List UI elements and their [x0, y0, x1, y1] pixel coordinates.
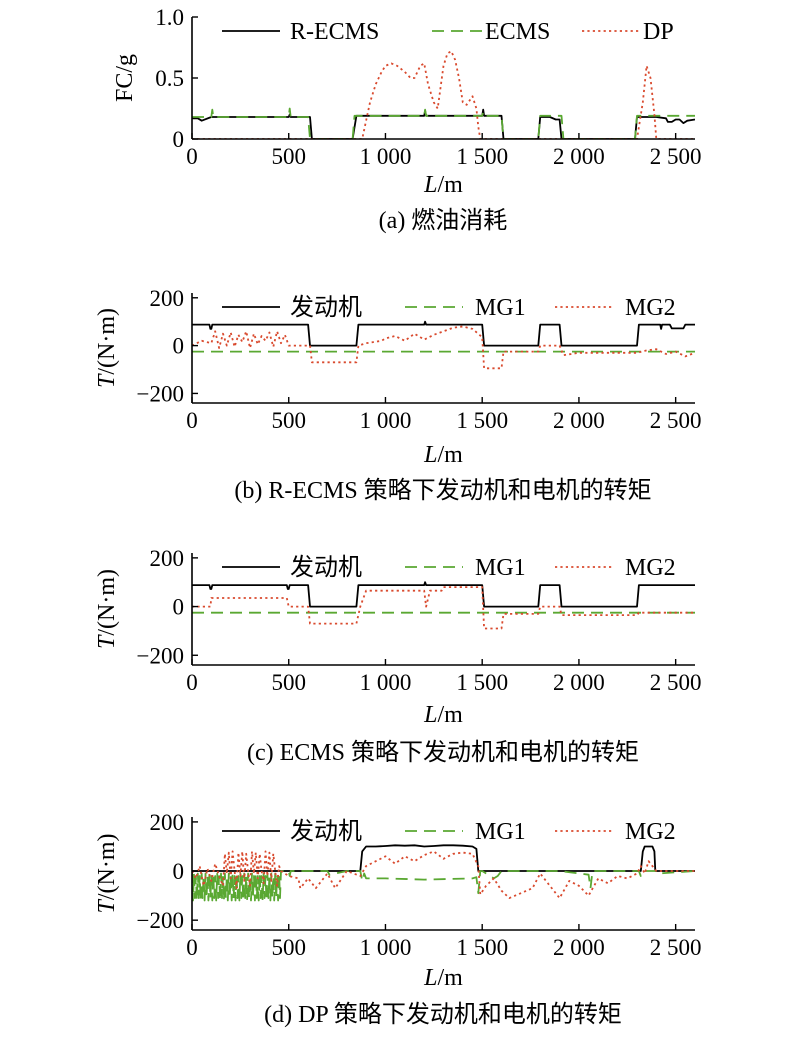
- x-tick-label: 500: [271, 935, 306, 960]
- x-axis-label: L/m: [423, 702, 463, 728]
- x-tick-label: 1 000: [360, 408, 412, 433]
- legend-label-2: ECMS: [485, 19, 550, 45]
- y-tick-label: 0: [173, 127, 185, 152]
- panel-caption: (b) R-ECMS 策略下发动机和电机的转矩: [234, 477, 651, 504]
- panel-caption: (a) 燃油消耗: [379, 207, 508, 234]
- series-line-3: [192, 850, 695, 899]
- series-line-2: [192, 870, 695, 902]
- legend-label-2: MG1: [475, 819, 526, 845]
- x-tick-label: 500: [271, 144, 306, 169]
- panel-caption: (c) ECMS 策略下发动机和电机的转矩: [247, 739, 639, 766]
- chart-panel-4: 0 500 1 000 1 500 2 000 2 5002000−200L/mT/(N·…: [94, 810, 702, 1028]
- legend-label-3: MG2: [625, 555, 676, 581]
- series-line-1: [192, 844, 695, 872]
- x-tick-label: 2 500: [650, 144, 702, 169]
- x-tick-label: 0: [186, 144, 198, 169]
- x-tick-label: 0: [186, 408, 198, 433]
- x-tick-label: 1 500: [456, 144, 508, 169]
- x-tick-label: 1 500: [456, 935, 508, 960]
- x-tick-label: 2 500: [650, 670, 702, 695]
- y-tick-label: −200: [137, 643, 184, 668]
- chart-panel-3: 0 500 1 000 1 500 2 000 2 5002000−200L/mT/(N·…: [94, 546, 702, 766]
- y-tick-label: −200: [137, 381, 184, 406]
- x-tick-label: 2 000: [553, 408, 605, 433]
- y-axis-label: T/(N·m): [94, 308, 120, 388]
- x-tick-label: 2 000: [553, 935, 605, 960]
- x-tick-label: 1 000: [360, 144, 412, 169]
- chart-panel-2: 0 500 1 000 1 500 2 000 2 5002000−200L/mT/(N·…: [94, 286, 702, 504]
- legend-label-3: DP: [643, 19, 674, 45]
- legend-label-3: MG2: [625, 819, 676, 845]
- series-line-3: [192, 586, 695, 630]
- x-tick-label: 500: [271, 408, 306, 433]
- x-tick-label: 2 000: [553, 144, 605, 169]
- x-tick-label: 2 500: [650, 408, 702, 433]
- series-line-1: [192, 108, 695, 139]
- legend-label-3: MG2: [625, 295, 676, 321]
- y-axis-label: T/(N·m): [94, 569, 120, 649]
- panel-caption: (d) DP 策略下发动机和电机的转矩: [264, 1001, 622, 1028]
- x-tick-label: 1 500: [456, 408, 508, 433]
- chart-panel-1: 0 500 1 000 1 500 2 000 2 500 0 0.5 1.0 L/m FC/g R-…: [112, 5, 702, 234]
- y-tick-label: 1.0: [155, 5, 184, 30]
- legend-label-1: 发动机: [290, 554, 362, 581]
- y-tick-label: −200: [137, 908, 184, 933]
- x-tick-label: 2 000: [553, 670, 605, 695]
- legend-label-1: 发动机: [290, 818, 362, 845]
- legend-label-2: MG1: [475, 295, 526, 321]
- x-axis-label: L/m: [423, 442, 463, 468]
- y-axis-label: FC/g: [112, 54, 138, 102]
- x-tick-label: 1 500: [456, 670, 508, 695]
- y-tick-label: 200: [150, 810, 185, 835]
- y-tick-label: 0: [173, 595, 185, 620]
- y-tick-label: 0: [173, 334, 185, 359]
- legend-label-1: 发动机: [290, 294, 362, 321]
- x-axis-label: L/m: [423, 172, 463, 198]
- series-line-1: [192, 581, 695, 608]
- x-axis-label: L/m: [423, 965, 463, 991]
- y-tick-label: 200: [150, 546, 185, 571]
- series-line-3: [192, 325, 695, 370]
- x-tick-label: 500: [271, 670, 306, 695]
- y-axis-label: T/(N·m): [94, 833, 120, 913]
- x-tick-label: 0: [186, 935, 198, 960]
- x-tick-label: 0: [186, 670, 198, 695]
- legend-label-2: MG1: [475, 555, 526, 581]
- y-tick-label: 0.5: [155, 66, 184, 91]
- legend-label-1: R-ECMS: [290, 19, 379, 45]
- y-tick-label: 0: [173, 859, 185, 884]
- x-tick-label: 1 000: [360, 935, 412, 960]
- series-line-2: [192, 107, 695, 139]
- series-line-3: [192, 50, 695, 139]
- y-tick-label: 200: [150, 286, 185, 311]
- x-tick-label: 2 500: [650, 935, 702, 960]
- x-tick-label: 1 000: [360, 670, 412, 695]
- series-line-1: [192, 320, 695, 347]
